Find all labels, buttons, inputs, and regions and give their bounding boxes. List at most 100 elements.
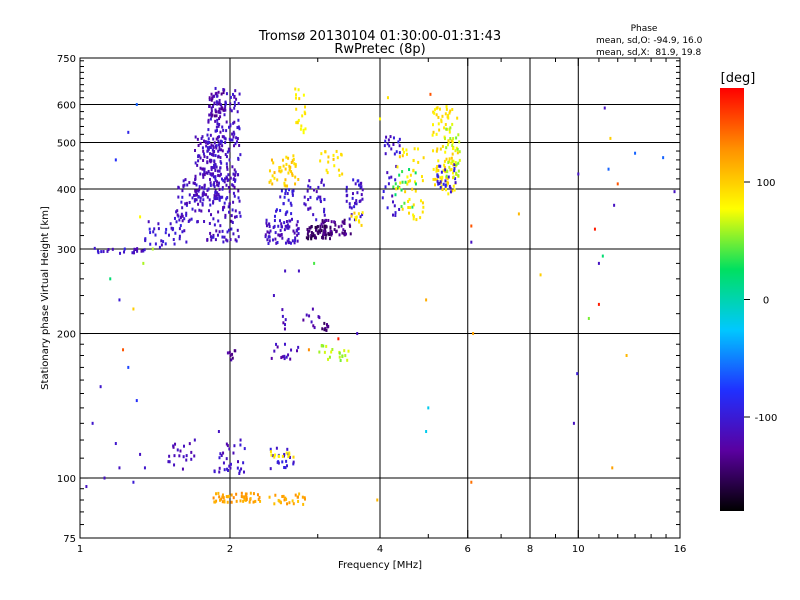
data-point bbox=[212, 496, 215, 500]
data-point bbox=[325, 168, 328, 172]
data-point bbox=[449, 168, 452, 172]
data-point bbox=[290, 212, 293, 216]
data-point bbox=[470, 224, 473, 228]
data-point bbox=[613, 203, 616, 207]
data-point bbox=[199, 141, 202, 145]
data-point bbox=[272, 161, 275, 165]
data-point bbox=[218, 169, 221, 173]
data-point bbox=[360, 185, 363, 189]
data-point bbox=[327, 160, 330, 164]
data-point bbox=[221, 125, 224, 129]
data-point bbox=[106, 249, 109, 253]
data-point bbox=[316, 197, 319, 201]
data-point bbox=[212, 200, 215, 204]
data-point bbox=[252, 500, 255, 504]
data-point bbox=[324, 218, 327, 222]
data-point bbox=[285, 211, 288, 215]
data-point bbox=[440, 170, 443, 174]
data-point bbox=[257, 497, 260, 501]
data-point bbox=[444, 150, 447, 154]
data-point bbox=[173, 242, 176, 246]
data-point bbox=[281, 460, 284, 464]
data-point bbox=[304, 105, 307, 109]
data-point bbox=[333, 164, 336, 168]
data-point bbox=[228, 149, 231, 153]
data-point bbox=[295, 93, 298, 97]
data-point bbox=[151, 247, 154, 251]
data-point bbox=[228, 210, 231, 214]
data-point bbox=[335, 149, 338, 153]
data-point bbox=[217, 192, 220, 196]
data-point bbox=[333, 228, 336, 232]
data-point bbox=[207, 187, 210, 191]
data-point bbox=[232, 496, 235, 500]
data-point bbox=[337, 337, 340, 341]
data-point bbox=[258, 495, 261, 499]
data-point bbox=[127, 130, 130, 134]
data-point bbox=[193, 438, 196, 442]
data-point bbox=[220, 105, 223, 109]
data-point bbox=[198, 208, 201, 212]
data-point bbox=[307, 230, 310, 234]
data-point bbox=[233, 132, 236, 136]
data-point bbox=[198, 185, 201, 189]
data-point bbox=[341, 220, 344, 224]
data-point bbox=[267, 235, 270, 239]
data-point bbox=[321, 327, 324, 331]
data-point bbox=[206, 146, 209, 150]
data-point bbox=[233, 120, 236, 124]
data-point bbox=[214, 189, 217, 193]
data-point bbox=[273, 224, 276, 228]
data-point bbox=[435, 149, 438, 153]
data-point bbox=[447, 192, 450, 196]
data-point bbox=[220, 148, 223, 152]
data-point bbox=[323, 207, 326, 211]
data-point bbox=[197, 144, 200, 148]
x-tick-label: 10 bbox=[572, 544, 585, 555]
data-point bbox=[217, 135, 220, 139]
data-point bbox=[436, 178, 439, 182]
data-point bbox=[289, 201, 292, 205]
data-point bbox=[323, 328, 326, 332]
data-point bbox=[132, 307, 135, 311]
data-point bbox=[209, 152, 212, 156]
data-point bbox=[226, 167, 229, 171]
data-point bbox=[233, 215, 236, 219]
data-point bbox=[212, 217, 215, 221]
data-point bbox=[230, 500, 233, 504]
data-point bbox=[196, 193, 199, 197]
x-tick-label: 1 bbox=[77, 544, 83, 555]
data-point bbox=[332, 157, 335, 161]
data-point bbox=[307, 348, 310, 352]
data-point bbox=[417, 147, 420, 151]
data-point bbox=[279, 500, 282, 504]
data-point bbox=[443, 166, 446, 170]
data-point bbox=[219, 172, 222, 176]
data-point bbox=[203, 186, 206, 190]
data-point bbox=[237, 235, 240, 239]
data-point bbox=[279, 228, 282, 232]
data-point bbox=[313, 261, 316, 265]
data-point bbox=[270, 158, 273, 162]
data-point bbox=[452, 184, 455, 188]
data-point bbox=[180, 212, 183, 216]
data-point bbox=[210, 235, 213, 239]
data-point bbox=[239, 443, 242, 447]
data-point bbox=[191, 196, 194, 200]
data-point bbox=[231, 165, 234, 169]
data-point bbox=[322, 183, 325, 187]
data-point bbox=[394, 182, 397, 186]
data-point bbox=[214, 500, 217, 504]
data-point bbox=[322, 229, 325, 233]
data-point bbox=[315, 218, 318, 222]
data-point bbox=[394, 213, 397, 217]
data-point bbox=[227, 147, 230, 151]
data-point bbox=[227, 228, 230, 232]
data-point bbox=[102, 250, 105, 254]
data-point bbox=[218, 194, 221, 198]
data-point bbox=[225, 176, 228, 180]
data-point bbox=[269, 467, 272, 471]
data-point bbox=[268, 239, 271, 243]
data-point bbox=[470, 480, 473, 484]
data-point bbox=[222, 451, 225, 455]
